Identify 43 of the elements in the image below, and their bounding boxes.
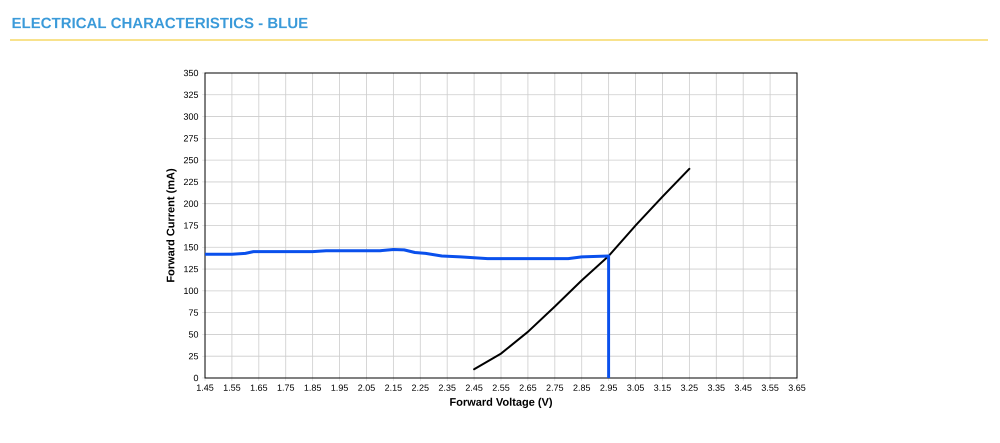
y-tick-label: 75 <box>188 309 198 316</box>
x-tick-label: 3.25 <box>680 384 698 391</box>
x-tick-label: 3.45 <box>734 384 752 391</box>
x-tick-label: 2.25 <box>412 384 429 391</box>
chart-title: ELECTRICAL CHARACTERISTICS - BLUE <box>12 18 308 28</box>
y-tick-label: 250 <box>184 156 198 164</box>
y-tick-label: 25 <box>188 353 198 360</box>
y-tick-label: 200 <box>184 200 198 207</box>
x-tick-label: 3.35 <box>708 384 725 391</box>
x-tick-label: 2.45 <box>466 384 482 391</box>
y-tick-label: 350 <box>184 70 198 76</box>
x-tick-label: 3.05 <box>627 384 644 391</box>
y-tick-label: 0 <box>194 374 198 382</box>
x-tick-label: 2.05 <box>358 384 375 391</box>
x-tick-label: 2.35 <box>438 384 456 391</box>
x-tick-label: 2.95 <box>600 384 618 391</box>
line-series <box>205 248 610 378</box>
y-tick-label: 275 <box>184 135 198 142</box>
x-tick-label: 3.55 <box>762 384 778 391</box>
x-tick-label: 1.95 <box>331 384 348 391</box>
x-tick-label: 2.15 <box>385 384 402 391</box>
x-tick-label: 2.85 <box>573 384 590 391</box>
x-tick-label: 2.55 <box>492 384 510 391</box>
y-tick-label: 50 <box>188 331 198 338</box>
y-tick-label: 325 <box>184 92 198 98</box>
y-tick-label: 225 <box>184 178 198 186</box>
x-tick-label: 3.15 <box>654 384 671 391</box>
x-tick-label: 1.45 <box>196 384 214 391</box>
y-tick-label: 125 <box>184 266 198 272</box>
x-axis-title: Forward Voltage (V) <box>450 398 552 408</box>
y-tick-label: 175 <box>184 222 198 229</box>
y-tick-label: 300 <box>184 113 198 120</box>
line-series <box>473 168 690 370</box>
y-axis-title: Forward Current (mA) <box>166 168 177 282</box>
y-tick-label: 150 <box>184 244 198 250</box>
x-tick-label: 2.75 <box>546 384 564 391</box>
x-tick-label: 2.65 <box>520 384 536 391</box>
x-tick-label: 3.65 <box>788 384 806 391</box>
x-tick-label: 1.85 <box>304 384 322 391</box>
x-tick-label: 1.75 <box>278 384 294 391</box>
y-tick-label: 100 <box>184 288 198 294</box>
x-tick-label: 1.55 <box>224 384 240 391</box>
x-tick-label: 1.65 <box>250 384 268 391</box>
